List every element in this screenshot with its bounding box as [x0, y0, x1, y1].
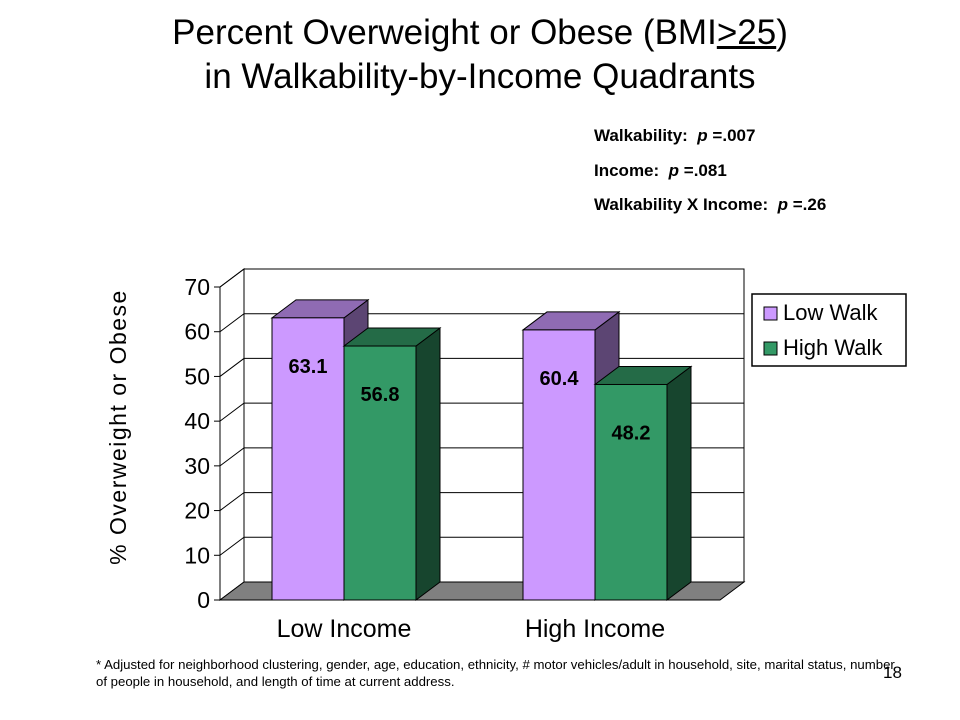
- bar: [343, 345, 417, 601]
- stat-label: Walkability:: [594, 126, 688, 145]
- x-category-label: High Income: [525, 615, 665, 643]
- title-prefix: Percent Overweight or Obese (BMI: [172, 13, 717, 52]
- y-tick-label: 60: [184, 319, 210, 345]
- bar: [594, 383, 668, 601]
- y-tick-label: 30: [184, 453, 210, 479]
- y-tick-label: 50: [184, 363, 210, 389]
- y-tick-label: 70: [184, 274, 210, 300]
- data-label: 60.4: [540, 368, 580, 390]
- title-underlined-threshold: >25: [716, 13, 777, 52]
- stat-value: =.081: [683, 161, 727, 180]
- y-axis-label: % Overweight or Obese: [105, 289, 131, 565]
- legend-swatch: [763, 306, 778, 321]
- title-suffix: ): [776, 13, 788, 52]
- bar: [522, 329, 596, 601]
- x-category-label: Low Income: [277, 615, 412, 643]
- stat-value: =.007: [712, 126, 756, 145]
- legend-box: [751, 293, 907, 367]
- legend-label: Low Walk: [783, 300, 879, 325]
- bar-side: [666, 365, 692, 601]
- y-tick-label: 40: [184, 408, 210, 434]
- stat-walkability: Walkability: p =.007: [594, 126, 755, 146]
- bar: [271, 317, 345, 601]
- stat-p-symbol: p: [697, 126, 708, 145]
- data-label: 56.8: [361, 384, 400, 406]
- bar-side: [415, 327, 441, 601]
- y-tick-label: 10: [184, 542, 210, 568]
- stat-interaction: Walkability X Income: p =.26: [594, 195, 826, 215]
- chart-title-line2: in Walkability-by-Income Quadrants: [204, 57, 756, 96]
- footnote: * Adjusted for neighborhood clustering, …: [96, 657, 895, 689]
- y-tick-label: 20: [184, 498, 210, 524]
- stat-label: Income:: [594, 161, 660, 180]
- legend-swatch: [763, 341, 778, 356]
- gridline: [219, 268, 744, 288]
- data-label: 48.2: [612, 422, 651, 444]
- stat-value: =.26: [792, 195, 827, 214]
- stat-label: Walkability X Income:: [594, 195, 769, 214]
- plot-side-wall: [219, 268, 245, 601]
- data-label: 63.1: [289, 356, 328, 378]
- stat-p-symbol: p: [777, 195, 788, 214]
- stat-p-symbol: p: [668, 161, 680, 180]
- page-number: 18: [883, 663, 902, 682]
- stat-income: Income: p =.081: [594, 161, 727, 181]
- chart-title-line1: Percent Overweight or Obese (BMI>25): [0, 12, 960, 54]
- legend-label: High Walk: [783, 335, 883, 360]
- y-tick-label: 0: [197, 587, 210, 613]
